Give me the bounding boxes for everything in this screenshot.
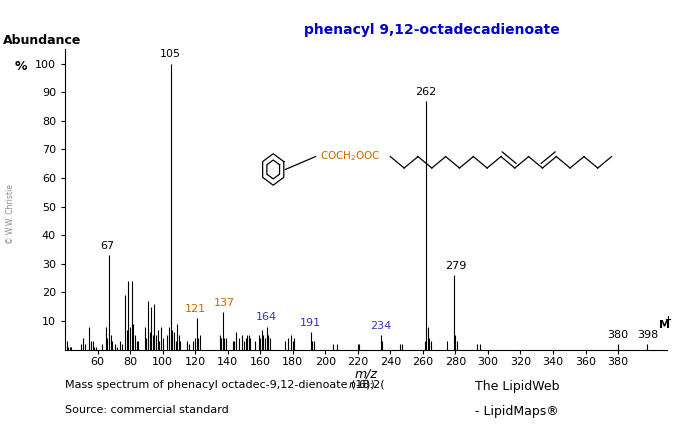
Text: $\mathregular{COCH_2OOC}$: $\mathregular{COCH_2OOC}$ xyxy=(320,150,381,163)
Text: 398: 398 xyxy=(637,329,658,340)
Text: 191: 191 xyxy=(300,318,321,328)
X-axis label: m/z: m/z xyxy=(354,368,378,381)
Text: +: + xyxy=(663,315,670,324)
Text: phenacyl 9,12-octadecadienoate: phenacyl 9,12-octadecadienoate xyxy=(304,23,560,37)
Text: Abundance: Abundance xyxy=(3,34,82,47)
Text: © W.W. Christie: © W.W. Christie xyxy=(5,184,15,245)
Text: %: % xyxy=(15,60,27,73)
Text: - LipidMaps®: - LipidMaps® xyxy=(475,405,559,418)
Text: 137: 137 xyxy=(214,298,235,308)
Text: 121: 121 xyxy=(185,304,206,314)
Text: Mass spectrum of phenacyl octadec-9,12-dienoate (18:2(: Mass spectrum of phenacyl octadec-9,12-d… xyxy=(65,380,384,390)
Text: 380: 380 xyxy=(607,329,629,340)
Text: 105: 105 xyxy=(160,49,181,59)
Text: 67: 67 xyxy=(101,241,114,251)
Text: M: M xyxy=(659,320,670,329)
Text: The LipidWeb: The LipidWeb xyxy=(475,380,560,393)
Text: -6)): -6)) xyxy=(355,380,375,390)
Text: Source: commercial standard: Source: commercial standard xyxy=(65,405,228,415)
Text: 279: 279 xyxy=(445,261,466,271)
Text: 164: 164 xyxy=(256,312,277,323)
Text: 262: 262 xyxy=(415,87,437,97)
Text: 234: 234 xyxy=(370,321,391,331)
Text: n: n xyxy=(348,380,355,390)
